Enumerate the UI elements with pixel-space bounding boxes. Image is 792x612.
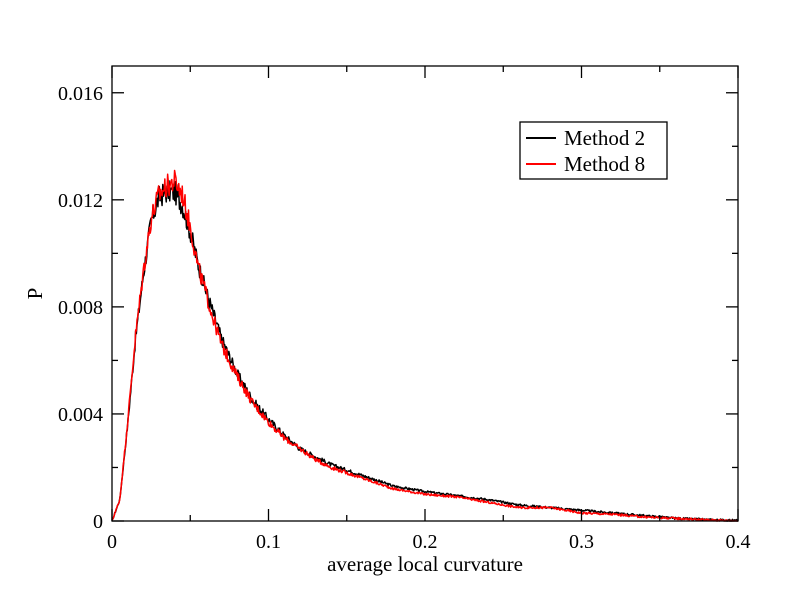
y-tick-label: 0 xyxy=(93,511,103,533)
x-axis-label: average local curvature xyxy=(327,552,523,576)
x-tick-label: 0.1 xyxy=(256,531,281,553)
y-tick-label: 0.012 xyxy=(58,190,103,212)
axis-ticks xyxy=(111,66,739,522)
x-tick-label: 0 xyxy=(107,531,117,553)
x-tick-label: 0.4 xyxy=(726,531,751,553)
y-tick-label: 0.004 xyxy=(58,404,103,426)
y-tick-label: 0.016 xyxy=(58,83,103,105)
plot-lines xyxy=(111,169,739,522)
y-tick-label: 0.008 xyxy=(58,297,103,319)
tick-labels: 0 0.1 0.2 0.3 0.4 0 0.004 0.008 0.012 0.016 xyxy=(58,83,751,553)
series-line-method-8 xyxy=(111,169,739,522)
y-axis-label: P xyxy=(23,288,47,300)
legend-box xyxy=(519,121,668,180)
legend-label-method-8: Method 8 xyxy=(564,152,645,176)
x-tick-label: 0.3 xyxy=(569,531,594,553)
legend: Method 2 Method 8 xyxy=(519,121,668,180)
x-tick-label: 0.2 xyxy=(413,531,438,553)
series-line-method-2 xyxy=(111,180,739,522)
legend-label-method-2: Method 2 xyxy=(564,126,645,150)
